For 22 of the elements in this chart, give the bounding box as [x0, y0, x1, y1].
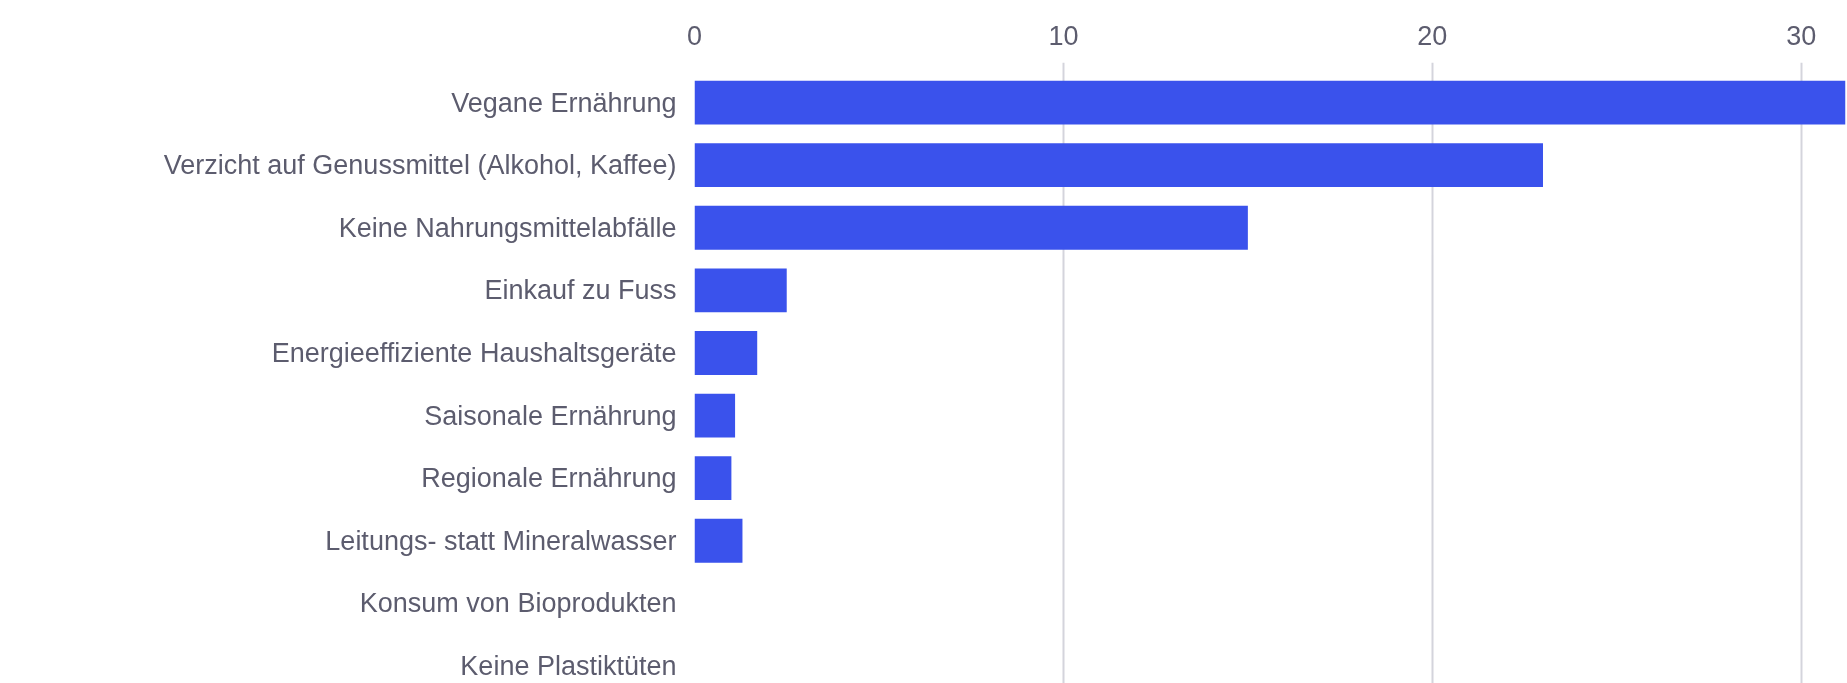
y-tick-label: Keine Nahrungsmittelabfälle: [338, 212, 677, 243]
y-tick-label: Einkauf zu Fuss: [484, 275, 677, 306]
bar: [694, 393, 736, 438]
bar: [694, 518, 743, 563]
y-tick-label: Leitungs- statt Mineralwasser: [325, 525, 677, 556]
x-tick-label: 10: [1048, 20, 1079, 51]
bar: [694, 268, 787, 313]
bar: [694, 331, 758, 375]
y-tick-label: Saisonale Ernährung: [424, 400, 677, 431]
y-tick-label: Regionale Ernährung: [421, 463, 677, 494]
y-tick-label: Keine Plastiktüten: [460, 650, 677, 681]
y-tick-label: Verzicht auf Genussmittel (Alkohol, Kaffee): [163, 150, 677, 181]
bar: [694, 80, 1846, 125]
x-tick-label: 0: [686, 20, 703, 51]
x-tick-label: 20: [1417, 20, 1448, 51]
bar: [694, 456, 732, 501]
y-tick-label: Vegane Ernährung: [451, 87, 677, 118]
bar: [694, 205, 1248, 250]
y-tick-label: Energieeffiziente Haushaltsgeräte: [271, 337, 677, 368]
bar: [694, 143, 1543, 188]
y-tick-label: Konsum von Bioprodukten: [359, 588, 677, 619]
x-tick-label: 30: [1786, 20, 1817, 51]
